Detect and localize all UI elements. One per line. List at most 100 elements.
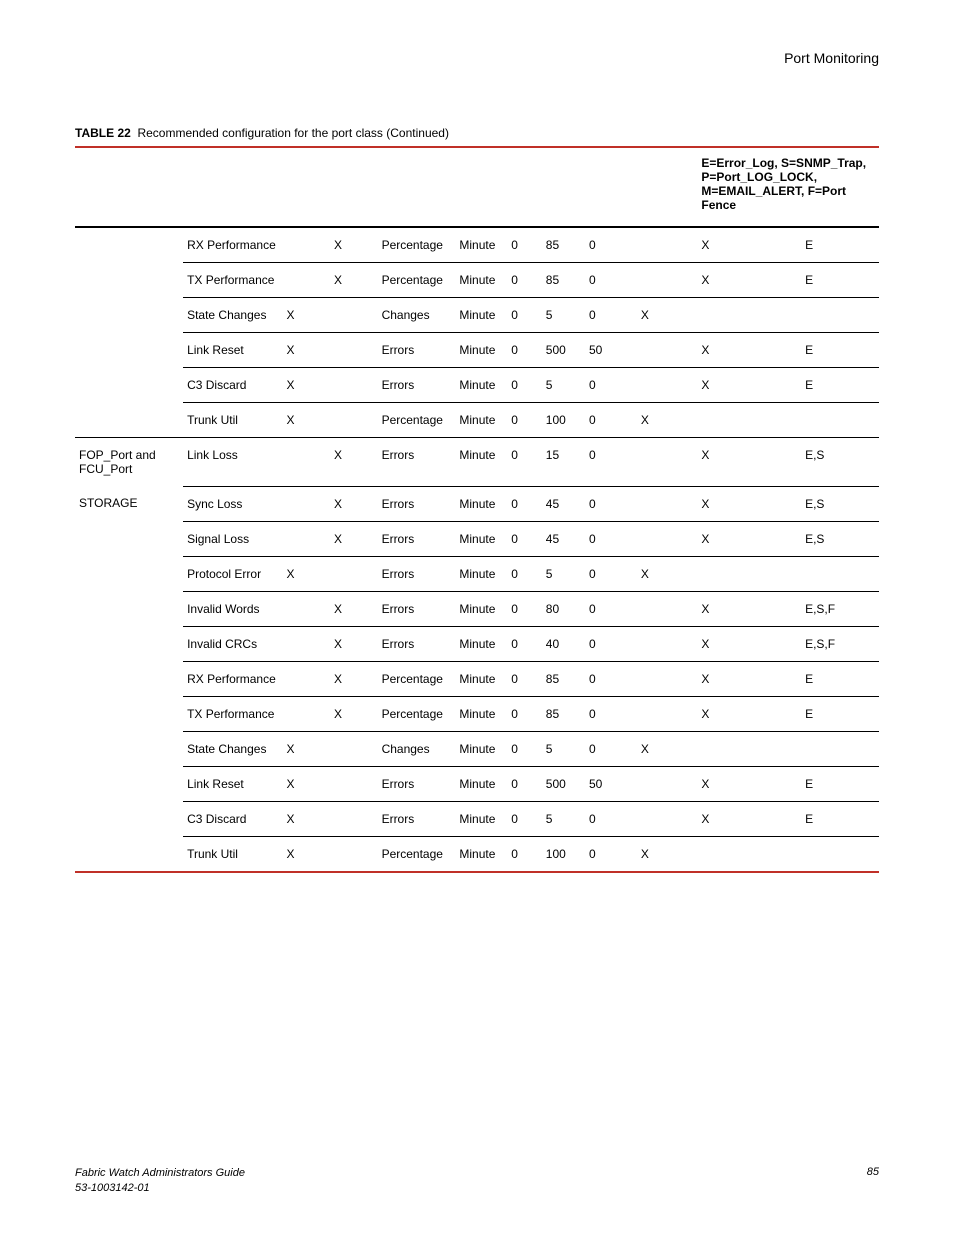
cell-custom: X: [330, 591, 378, 626]
cell-default: X: [282, 556, 330, 591]
cell-counter: Invalid Words: [183, 591, 282, 626]
cell-buffer: 0: [585, 801, 637, 836]
cell-actions: [801, 403, 879, 438]
cell-below: X: [637, 298, 698, 333]
table-row: TX PerformanceXPercentageMinute0850XE: [75, 696, 879, 731]
cell-group: [75, 801, 183, 836]
cell-buffer: 0: [585, 521, 637, 556]
cell-above: [697, 298, 801, 333]
cell-below: [637, 801, 698, 836]
cell-below: [637, 661, 698, 696]
cell-unit: Errors: [378, 626, 456, 661]
cell-low: 0: [507, 368, 542, 403]
cell-low: 0: [507, 521, 542, 556]
cell-custom: X: [330, 696, 378, 731]
cell-below: [637, 333, 698, 368]
cell-actions: E,S: [801, 521, 879, 556]
table-row: C3 DiscardXErrorsMinute050XE: [75, 801, 879, 836]
cell-low: 0: [507, 263, 542, 298]
cell-unit: Changes: [378, 731, 456, 766]
cell-actions: [801, 556, 879, 591]
cell-below: X: [637, 403, 698, 438]
table-number: TABLE 22: [75, 126, 131, 140]
cell-group: [75, 403, 183, 438]
cell-low: 0: [507, 298, 542, 333]
cell-custom: [330, 298, 378, 333]
cell-below: [637, 626, 698, 661]
col-header-below: [637, 147, 698, 227]
cell-group: [75, 227, 183, 263]
cell-actions: E: [801, 263, 879, 298]
cell-group: FOP_Port and FCU_Port: [75, 438, 183, 487]
cell-timebase: Minute: [455, 836, 507, 872]
cell-high: 40: [542, 626, 585, 661]
cell-custom: [330, 766, 378, 801]
cell-counter: Link Reset: [183, 333, 282, 368]
cell-below: [637, 227, 698, 263]
cell-default: [282, 438, 330, 487]
cell-timebase: Minute: [455, 696, 507, 731]
cell-counter: Trunk Util: [183, 403, 282, 438]
cell-above: X: [697, 801, 801, 836]
cell-timebase: Minute: [455, 626, 507, 661]
cell-actions: [801, 836, 879, 872]
cell-unit: Errors: [378, 438, 456, 487]
cell-below: [637, 368, 698, 403]
table-row: Protocol ErrorXErrorsMinute050X: [75, 556, 879, 591]
cell-timebase: Minute: [455, 661, 507, 696]
cell-default: [282, 661, 330, 696]
cell-counter: RX Performance: [183, 227, 282, 263]
cell-below: [637, 438, 698, 487]
cell-default: [282, 591, 330, 626]
cell-above: [697, 556, 801, 591]
cell-custom: X: [330, 521, 378, 556]
cell-above: X: [697, 766, 801, 801]
cell-buffer: 50: [585, 333, 637, 368]
cell-custom: X: [330, 263, 378, 298]
table-row: Link ResetXErrorsMinute050050XE: [75, 766, 879, 801]
cell-low: 0: [507, 696, 542, 731]
cell-unit: Percentage: [378, 661, 456, 696]
cell-counter: TX Performance: [183, 696, 282, 731]
cell-high: 85: [542, 263, 585, 298]
cell-default: X: [282, 333, 330, 368]
cell-low: 0: [507, 801, 542, 836]
col-header-above: E=Error_Log, S=SNMP_Trap, P=Port_LOG_LOC…: [697, 147, 879, 227]
cell-unit: Percentage: [378, 696, 456, 731]
footer-guide-title: Fabric Watch Administrators Guide: [75, 1167, 245, 1179]
cell-group: [75, 661, 183, 696]
cell-above: X: [697, 591, 801, 626]
table-caption: TABLE 22 Recommended configuration for t…: [75, 126, 879, 140]
cell-buffer: 0: [585, 696, 637, 731]
table-row: State ChangesXChangesMinute050X: [75, 731, 879, 766]
table-row: Trunk UtilXPercentageMinute01000X: [75, 403, 879, 438]
table-row: Trunk UtilXPercentageMinute01000X: [75, 836, 879, 872]
table-row: Invalid CRCsXErrorsMinute0400XE,S,F: [75, 626, 879, 661]
cell-unit: Changes: [378, 298, 456, 333]
cell-group: [75, 591, 183, 626]
cell-unit: Errors: [378, 766, 456, 801]
cell-unit: Errors: [378, 368, 456, 403]
cell-actions: E,S,F: [801, 591, 879, 626]
cell-unit: Percentage: [378, 263, 456, 298]
cell-custom: [330, 333, 378, 368]
cell-low: 0: [507, 486, 542, 521]
cell-group: [75, 556, 183, 591]
cell-unit: Percentage: [378, 403, 456, 438]
cell-timebase: Minute: [455, 521, 507, 556]
cell-group: [75, 333, 183, 368]
cell-default: [282, 227, 330, 263]
cell-above: X: [697, 263, 801, 298]
table-body: RX PerformanceXPercentageMinute0850XETX …: [75, 227, 879, 872]
table-row: RX PerformanceXPercentageMinute0850XE: [75, 661, 879, 696]
cell-actions: E: [801, 227, 879, 263]
cell-low: 0: [507, 591, 542, 626]
cell-below: X: [637, 556, 698, 591]
cell-high: 80: [542, 591, 585, 626]
cell-actions: E: [801, 368, 879, 403]
table-row: FOP_Port and FCU_PortLink LossXErrorsMin…: [75, 438, 879, 487]
col-header-high: [542, 147, 585, 227]
cell-counter: Sync Loss: [183, 486, 282, 521]
cell-low: 0: [507, 403, 542, 438]
cell-above: X: [697, 227, 801, 263]
